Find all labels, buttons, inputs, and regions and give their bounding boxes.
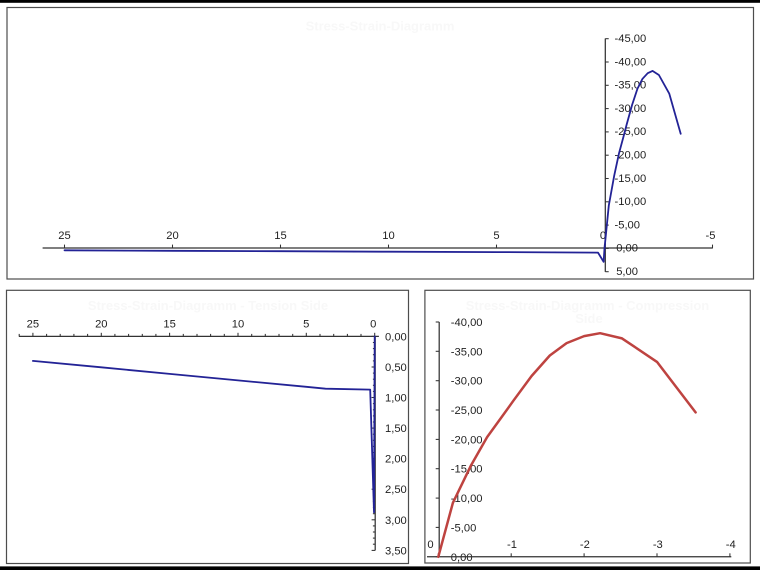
svg-text:0,00: 0,00	[451, 552, 473, 564]
svg-text:-4: -4	[726, 539, 736, 551]
svg-text:1,00: 1,00	[385, 393, 407, 405]
svg-text:-15,00: -15,00	[451, 464, 483, 476]
svg-text:15: 15	[274, 230, 286, 242]
svg-text:-2: -2	[580, 539, 590, 551]
svg-text:-5: -5	[706, 230, 716, 242]
svg-text:0,50: 0,50	[385, 362, 407, 374]
svg-text:0: 0	[370, 319, 376, 331]
svg-text:0,00: 0,00	[385, 331, 407, 343]
svg-text:3,50: 3,50	[385, 545, 407, 557]
svg-text:-20,00: -20,00	[451, 434, 483, 446]
svg-text:0: 0	[600, 230, 606, 242]
svg-text:0,00: 0,00	[616, 243, 638, 255]
svg-text:2,50: 2,50	[385, 484, 407, 496]
svg-text:2,00: 2,00	[385, 454, 407, 466]
svg-text:20: 20	[95, 319, 107, 331]
svg-text:10: 10	[232, 319, 244, 331]
svg-text:-45,00: -45,00	[615, 33, 647, 45]
svg-text:10: 10	[382, 230, 394, 242]
svg-text:Stress-Strain-Diagramm - Tensi: Stress-Strain-Diagramm - Tension Side	[88, 298, 328, 313]
svg-text:-20,00: -20,00	[615, 150, 647, 162]
svg-text:-40,00: -40,00	[615, 56, 647, 68]
svg-text:-5,00: -5,00	[615, 219, 641, 231]
svg-text:Side: Side	[575, 311, 602, 326]
svg-text:-15,00: -15,00	[615, 173, 647, 185]
svg-text:-35,00: -35,00	[451, 346, 483, 358]
svg-text:-30,00: -30,00	[451, 376, 483, 388]
svg-text:0: 0	[427, 539, 433, 551]
svg-text:1,50: 1,50	[385, 423, 407, 435]
svg-text:Stress-Strain-Diagramm: Stress-Strain-Diagramm	[306, 19, 455, 34]
svg-text:15: 15	[163, 319, 175, 331]
svg-text:-25,00: -25,00	[451, 405, 483, 417]
svg-text:-3: -3	[653, 539, 663, 551]
svg-text:-40,00: -40,00	[451, 317, 483, 329]
svg-text:-25,00: -25,00	[615, 126, 647, 138]
svg-text:20: 20	[166, 230, 178, 242]
svg-text:5: 5	[303, 319, 309, 331]
svg-text:5: 5	[493, 230, 499, 242]
svg-text:-10,00: -10,00	[451, 493, 483, 505]
svg-text:3,00: 3,00	[385, 515, 407, 527]
svg-text:25: 25	[27, 319, 39, 331]
svg-text:5,00: 5,00	[616, 266, 638, 278]
svg-text:Stress-Strain-Diagramm - Compr: Stress-Strain-Diagramm - Compression	[466, 298, 710, 313]
svg-text:-10,00: -10,00	[615, 196, 647, 208]
svg-text:25: 25	[58, 230, 70, 242]
svg-text:-1: -1	[507, 539, 517, 551]
svg-text:-5,00: -5,00	[451, 522, 477, 534]
